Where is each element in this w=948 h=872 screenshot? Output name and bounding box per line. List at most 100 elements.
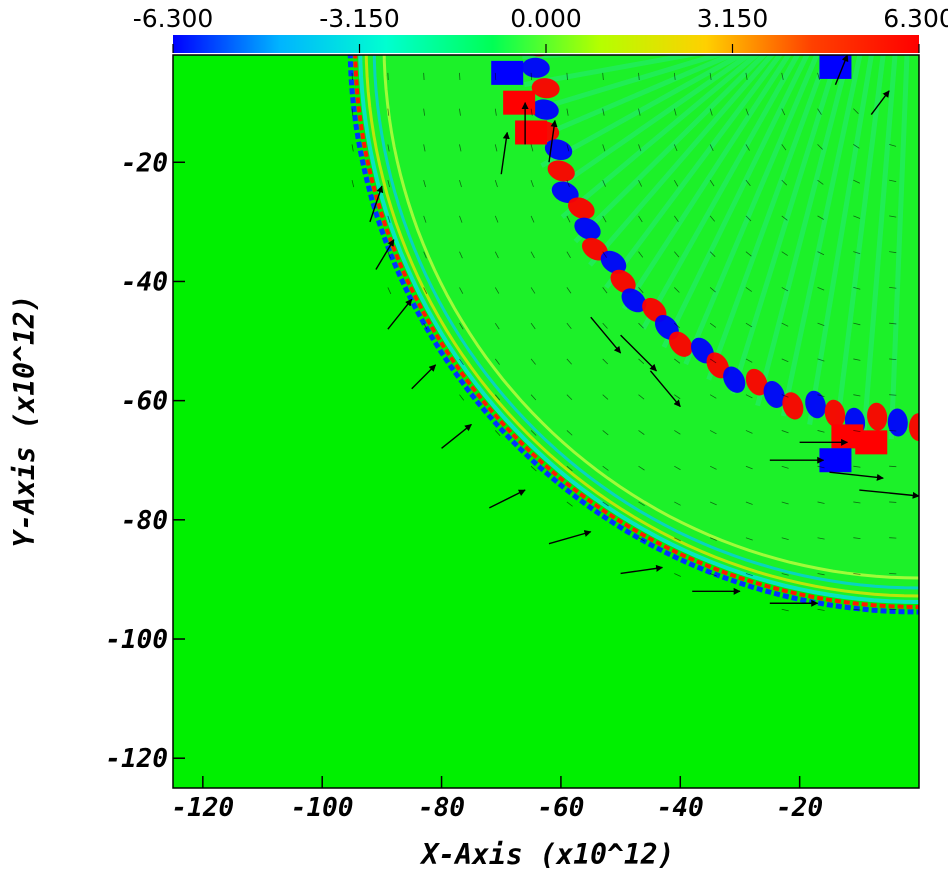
radial-streak (588, 55, 775, 267)
shell-ring (353, 55, 919, 609)
radial-streak (604, 55, 783, 289)
vector-arrow-small (853, 430, 861, 433)
colorbar-ticks: -6.300 -3.150 0.000 3.150 6.300 (133, 4, 948, 53)
vector-arrow-small (566, 358, 572, 365)
vector-arrow (488, 489, 526, 509)
band-blob (706, 352, 730, 379)
vector-arrow-small (602, 179, 606, 187)
vector-arrow-small (745, 394, 753, 399)
vector-arrow-small (530, 322, 536, 330)
band-blob (887, 408, 908, 437)
colorbar-tick-label: -3.150 (319, 4, 400, 33)
vector-arrow-small (602, 72, 604, 81)
vector-arrow-small (566, 287, 572, 294)
radial-streak (573, 55, 768, 244)
vector-arrow-small (853, 608, 861, 611)
vector-arrow-small (351, 144, 354, 152)
vector-arrow (411, 364, 437, 390)
vector-arrow-small (459, 180, 462, 188)
vector-arrow-small (566, 322, 572, 330)
vector-arrow (590, 316, 622, 354)
vector-arrow-small (638, 215, 643, 223)
vector-arrow-small (602, 465, 609, 471)
vector-arrow-small (853, 108, 859, 114)
vector-arrow-small (781, 215, 788, 221)
radial-streak (560, 55, 761, 219)
radial-streak (780, 55, 863, 417)
vector-arrow-small (745, 287, 753, 292)
vector-arrow-small (853, 144, 860, 149)
shell-ring (358, 55, 919, 604)
vector-arrow-small (638, 501, 645, 507)
vector-arrow-small (494, 358, 500, 365)
vector-arrow-small (674, 322, 680, 329)
band-blob (723, 366, 746, 393)
vector-arrow-small (638, 179, 643, 187)
vector-arrow-small (530, 394, 537, 401)
vector-arrow-small (459, 394, 465, 401)
field-blob (503, 90, 536, 115)
vector-arrow-small (351, 180, 355, 188)
vector-arrow-small (889, 287, 897, 289)
vector-arrow (829, 471, 884, 481)
vector-arrow-small (674, 465, 681, 471)
vector-arrow-small (817, 179, 824, 185)
vector-arrow-small (459, 358, 464, 366)
vector-arrow-small (530, 358, 536, 365)
vector-arrow-small (459, 108, 461, 116)
vector-arrow-small (817, 430, 825, 433)
vector-arrow-small (817, 465, 825, 469)
radial-streak (861, 55, 898, 437)
radial-streak (661, 55, 810, 349)
band-blob (521, 57, 550, 78)
vector-arrow (548, 530, 592, 545)
band-blob (745, 368, 768, 396)
vector-arrow-small (530, 72, 533, 81)
vector-arrow (620, 564, 664, 575)
band-blob (568, 197, 595, 220)
vector-arrow-small (889, 394, 897, 396)
vector-arrow-small (745, 573, 753, 577)
vector-arrow-small (889, 358, 897, 360)
radial-streak (527, 55, 726, 115)
vector-arrow-small (709, 573, 717, 577)
band-blob (824, 399, 846, 428)
vector-arrow (834, 55, 849, 86)
vector-arrow-small (638, 322, 644, 329)
band-blob (551, 181, 579, 203)
vector-arrow-small (674, 573, 681, 577)
vector-arrow-small (781, 322, 789, 327)
vector-arrow-small (494, 215, 499, 223)
vector-arrow-small (530, 144, 534, 152)
y-tick-label: -40 (121, 267, 168, 297)
radial-streak (540, 55, 746, 168)
vector-arrow (649, 370, 681, 408)
radial-streak (683, 55, 820, 366)
vector-arrow (441, 423, 472, 449)
y-tick-label: -120 (105, 744, 168, 774)
radial-streak (532, 55, 738, 142)
vector-arrow-small (745, 251, 752, 257)
vector-arrow-small (638, 537, 645, 542)
x-tick-label: -120 (172, 793, 235, 823)
vector-arrow-small (494, 144, 498, 152)
vector-arrow-small (566, 215, 571, 223)
colorbar: -6.300 -3.150 0.000 3.150 6.300 (133, 4, 948, 53)
vector-arrow-small (889, 322, 897, 325)
vector-arrow-small (638, 287, 644, 294)
vector-arrow-small (673, 144, 678, 152)
vector-arrow-small (709, 179, 715, 187)
vector-arrow-small (817, 215, 824, 220)
vector-arrow-small (817, 144, 823, 150)
vector-arrow-small (423, 251, 427, 259)
vector-arrow-small (530, 215, 535, 223)
plot-frame (172, 54, 920, 789)
shell-ring (364, 55, 919, 598)
vector-arrow-small (566, 430, 573, 436)
vector-arrow-small (781, 608, 789, 612)
vector-arrow-small (530, 251, 535, 259)
band-blob (531, 99, 559, 120)
vector-arrow-small (530, 287, 536, 294)
vector-arrow-small (817, 287, 825, 291)
vector-arrow-small (853, 573, 861, 575)
